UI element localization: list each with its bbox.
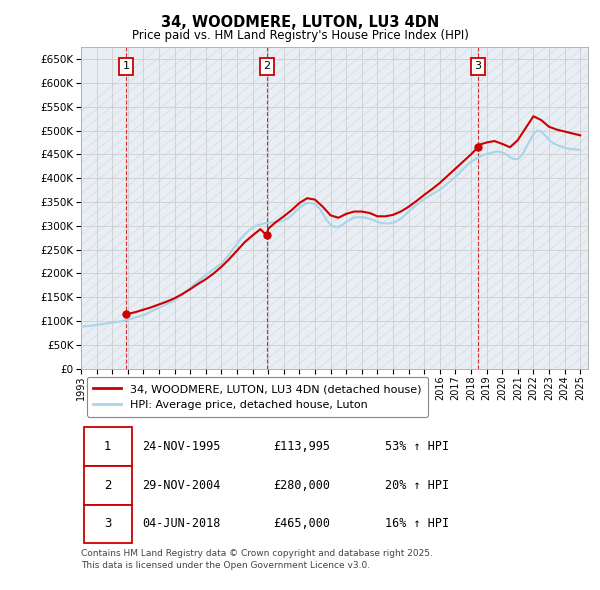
Text: £113,995: £113,995 bbox=[274, 440, 331, 453]
FancyBboxPatch shape bbox=[83, 466, 132, 504]
Text: 2: 2 bbox=[263, 61, 270, 71]
Text: 2: 2 bbox=[104, 478, 112, 492]
Text: 16% ↑ HPI: 16% ↑ HPI bbox=[385, 517, 449, 530]
Text: 20% ↑ HPI: 20% ↑ HPI bbox=[385, 478, 449, 492]
FancyBboxPatch shape bbox=[83, 427, 132, 466]
Legend: 34, WOODMERE, LUTON, LU3 4DN (detached house), HPI: Average price, detached hous: 34, WOODMERE, LUTON, LU3 4DN (detached h… bbox=[86, 377, 428, 417]
Text: Price paid vs. HM Land Registry's House Price Index (HPI): Price paid vs. HM Land Registry's House … bbox=[131, 30, 469, 42]
Text: £280,000: £280,000 bbox=[274, 478, 331, 492]
Text: 1: 1 bbox=[104, 440, 112, 453]
Text: 34, WOODMERE, LUTON, LU3 4DN: 34, WOODMERE, LUTON, LU3 4DN bbox=[161, 15, 439, 30]
FancyBboxPatch shape bbox=[83, 504, 132, 543]
Text: £465,000: £465,000 bbox=[274, 517, 331, 530]
Text: 3: 3 bbox=[475, 61, 482, 71]
Text: Contains HM Land Registry data © Crown copyright and database right 2025.
This d: Contains HM Land Registry data © Crown c… bbox=[81, 549, 433, 570]
Text: 24-NOV-1995: 24-NOV-1995 bbox=[142, 440, 220, 453]
Text: 29-NOV-2004: 29-NOV-2004 bbox=[142, 478, 220, 492]
Text: 04-JUN-2018: 04-JUN-2018 bbox=[142, 517, 220, 530]
Text: 53% ↑ HPI: 53% ↑ HPI bbox=[385, 440, 449, 453]
Text: 1: 1 bbox=[123, 61, 130, 71]
Text: 3: 3 bbox=[104, 517, 112, 530]
